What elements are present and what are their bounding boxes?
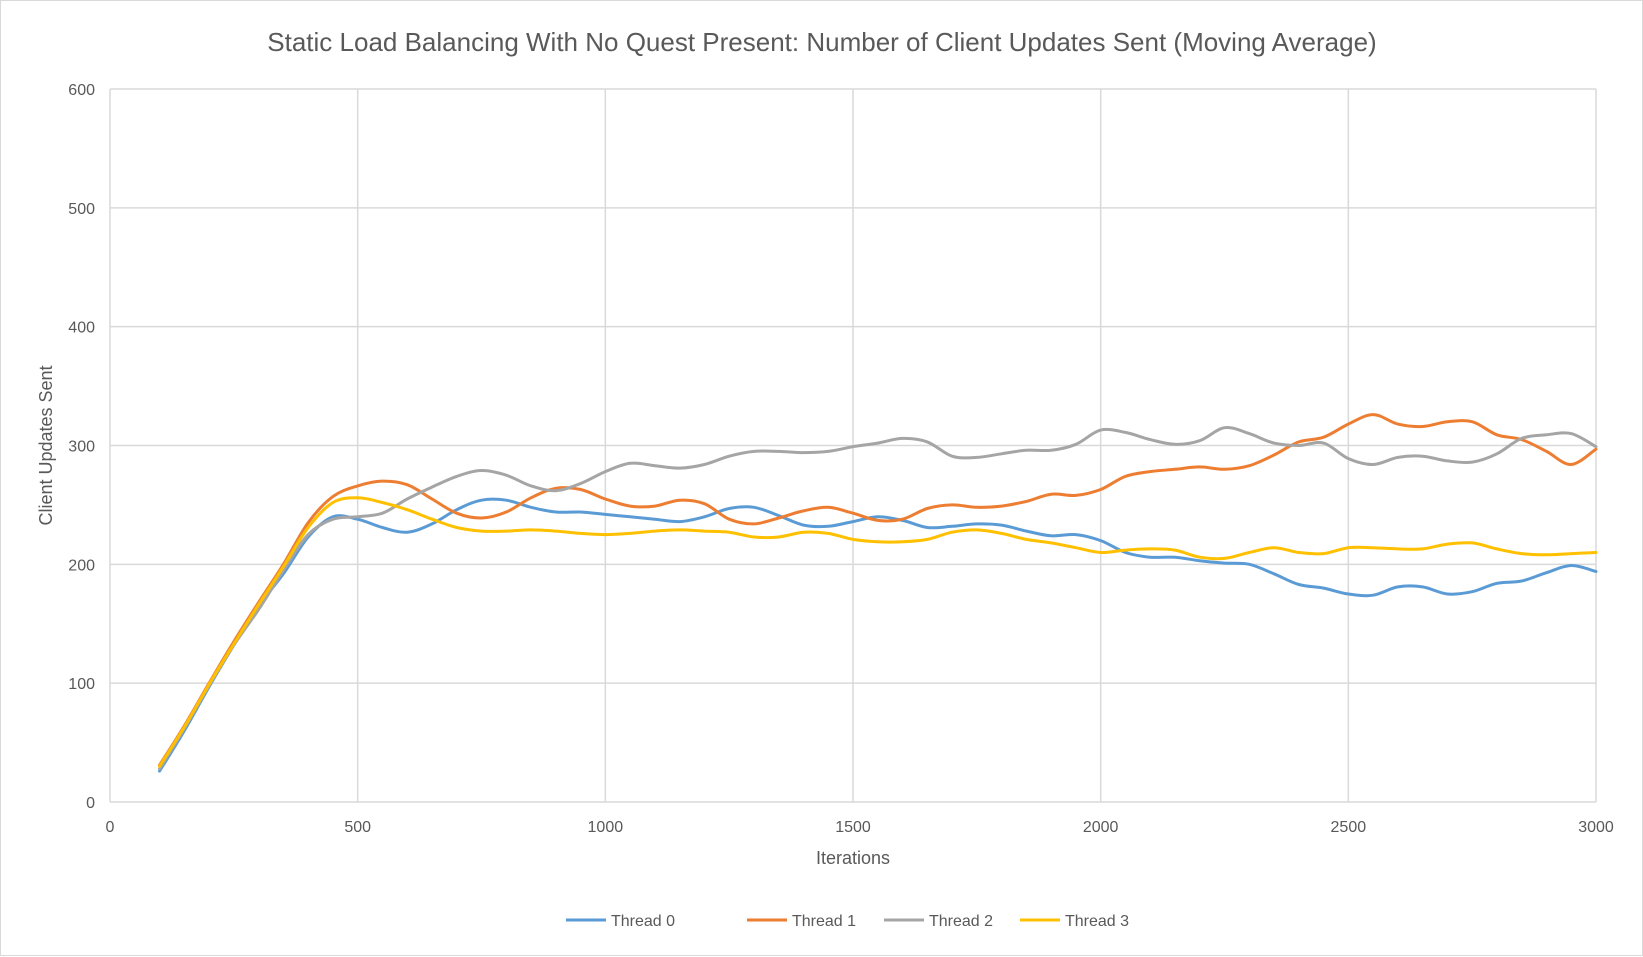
x-tick-label: 500 xyxy=(344,819,371,836)
x-tick-label: 3000 xyxy=(1578,819,1614,836)
y-tick-label: 400 xyxy=(68,320,95,337)
y-tick-label: 200 xyxy=(68,557,95,574)
chart-title: Static Load Balancing With No Quest Pres… xyxy=(267,27,1376,57)
legend-item-thread-0: Thread 0 xyxy=(566,913,675,930)
series-line-thread-0 xyxy=(158,497,1598,773)
series-line-thread-2 xyxy=(158,426,1598,771)
legend-label: Thread 0 xyxy=(611,913,675,930)
x-tick-label: 1500 xyxy=(835,819,871,836)
x-tick-label: 2500 xyxy=(1331,819,1367,836)
x-tick-label: 0 xyxy=(106,819,115,836)
series-line-thread-1 xyxy=(158,413,1598,767)
legend: Thread 0 Thread 1 Thread 2 Thread 3 xyxy=(566,913,1129,930)
y-axis-title: Client Updates Sent xyxy=(36,365,56,525)
y-tick-label: 0 xyxy=(86,795,95,812)
x-tick-label: 1000 xyxy=(588,819,624,836)
legend-item-thread-3: Thread 3 xyxy=(1020,913,1129,930)
series-lines xyxy=(158,413,1598,773)
legend-item-thread-2: Thread 2 xyxy=(884,913,993,930)
x-axis-title: Iterations xyxy=(816,848,890,868)
legend-label: Thread 2 xyxy=(929,913,993,930)
legend-label: Thread 3 xyxy=(1065,913,1129,930)
y-tick-label: 600 xyxy=(68,82,95,99)
series-line-thread-3 xyxy=(158,496,1598,768)
y-tick-label: 500 xyxy=(68,201,95,218)
y-tick-label: 100 xyxy=(68,676,95,693)
y-tick-label: 300 xyxy=(68,439,95,456)
legend-item-thread-1: Thread 1 xyxy=(747,913,856,930)
legend-label: Thread 1 xyxy=(792,913,856,930)
tick-labels: 0 100 200 300 400 500 600 0 500 1000 1500 2000 2500 3… xyxy=(68,82,1614,836)
x-tick-label: 2000 xyxy=(1083,819,1119,836)
